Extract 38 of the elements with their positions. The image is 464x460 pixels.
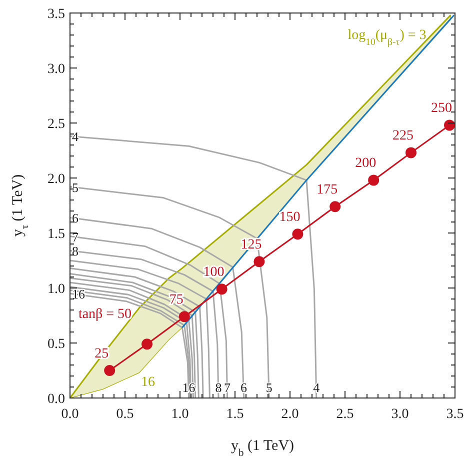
annotation: 16: [182, 380, 196, 395]
y-tick-label: 2.0: [48, 172, 65, 187]
text: 7: [224, 380, 231, 395]
series-label: 16: [72, 286, 86, 302]
x-tick-label: 0.5: [116, 407, 134, 422]
text: 4: [313, 380, 320, 395]
x-axis-title: y$_{b}$ (1 TeV): [230, 438, 294, 458]
y-tick-label: 1.0: [48, 282, 65, 297]
text: 8: [215, 380, 222, 395]
annotation: 75: [169, 292, 184, 308]
x-tick-label: 1.0: [171, 407, 189, 422]
x-tick-label: 3.5: [446, 407, 464, 422]
annotation: 225: [392, 128, 414, 144]
x-tick-label: 3.0: [391, 407, 409, 422]
series-label: 5: [72, 180, 78, 195]
series-label: 6: [72, 210, 79, 226]
series-label: 8: [72, 244, 78, 259]
y-tick-label: 3.0: [48, 62, 65, 77]
text: 16: [141, 375, 155, 390]
y-tick-label: 0.0: [48, 392, 65, 407]
series-label: 4: [72, 129, 79, 144]
annotation: tanβ = 50: [78, 307, 132, 322]
annotation: 100: [203, 265, 224, 280]
y-tick-label: 2.5: [48, 117, 65, 132]
annotation: 150: [279, 210, 300, 226]
x-tick-label: 1.5: [226, 407, 244, 422]
x-tick-label: 2.5: [336, 407, 354, 422]
x-tick-label: 0.0: [61, 407, 79, 422]
y-tick-label: 3.5: [48, 7, 65, 22]
y-tick-label: 0.5: [48, 337, 65, 352]
text: 6: [240, 380, 248, 395]
annotation: 175: [316, 182, 338, 198]
annotation: 200: [355, 156, 376, 172]
text: 5: [266, 380, 272, 395]
annotation: 250: [431, 101, 452, 116]
x-tick-label: 2.0: [281, 407, 299, 422]
annotation: log$_{10}$(μ$_{β-τ}$) = 3: [348, 28, 426, 48]
y-tick-label: 1.5: [48, 227, 65, 242]
